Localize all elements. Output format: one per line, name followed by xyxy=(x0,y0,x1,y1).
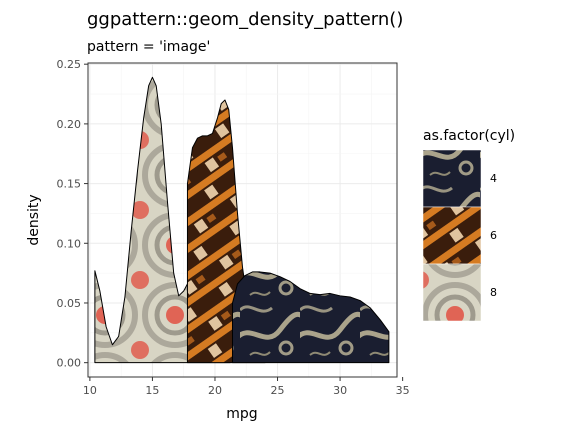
x-tick-label: 15 xyxy=(145,384,159,397)
y-axis-title: density xyxy=(26,194,42,245)
y-tick-label: 0.10 xyxy=(57,237,82,250)
legend-key-cyl-6 xyxy=(422,206,482,265)
y-tick-label: 0.00 xyxy=(57,357,82,370)
x-tick-label: 30 xyxy=(333,384,347,397)
y-tick-label: 0.20 xyxy=(57,118,82,131)
chart-title: ggpattern::geom_density_pattern() xyxy=(87,9,403,30)
x-tick-label: 25 xyxy=(271,384,285,397)
panel-border xyxy=(87,62,398,378)
legend-label-cyl-8: 8 xyxy=(490,286,497,299)
x-tick-label: 10 xyxy=(83,384,97,397)
x-tick-label: 20 xyxy=(208,384,222,397)
y-tick-label: 0.15 xyxy=(57,178,82,191)
x-axis-title: mpg xyxy=(226,406,257,422)
y-tick-label: 0.25 xyxy=(57,58,82,71)
legend-label-cyl-6: 6 xyxy=(490,229,497,242)
legend-label-cyl-4: 4 xyxy=(490,172,497,185)
legend-key-cyl-8 xyxy=(422,263,482,322)
y-tick-label: 0.05 xyxy=(57,297,82,310)
chart-subtitle: pattern = 'image' xyxy=(87,39,210,55)
legend: as.factor(cyl) 4 6 8 xyxy=(422,128,515,322)
legend-title: as.factor(cyl) xyxy=(423,128,515,144)
density-areas xyxy=(94,76,390,364)
x-tick-label: 35 xyxy=(396,384,410,397)
axis-ticks: 10 15 20 25 30 35 0.00 0.05 0.10 0.15 0.20 0.25 xyxy=(57,58,410,397)
density-area-cyl-4 xyxy=(231,271,390,364)
legend-key-cyl-4 xyxy=(422,149,482,208)
